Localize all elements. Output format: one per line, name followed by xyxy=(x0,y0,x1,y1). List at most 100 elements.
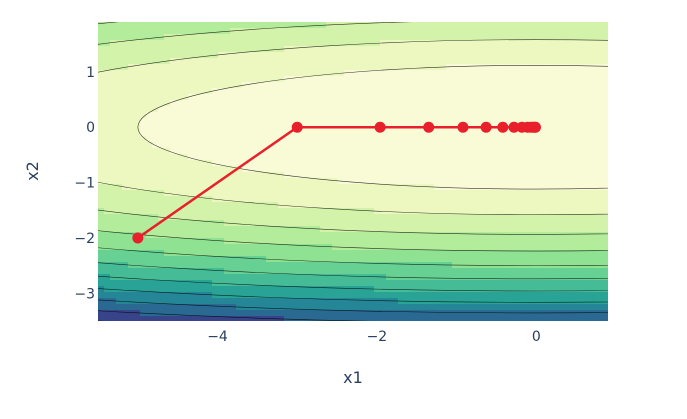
contour-cell xyxy=(374,184,381,191)
contour-cell xyxy=(506,184,513,191)
contour-cell xyxy=(464,226,471,233)
contour-cell xyxy=(314,298,321,305)
contour-cell xyxy=(482,226,489,233)
contour-cell xyxy=(224,226,231,233)
contour-cell xyxy=(182,64,189,71)
contour-cell xyxy=(188,250,195,257)
contour-cell xyxy=(104,58,111,65)
contour-cell xyxy=(470,172,477,179)
contour-cell xyxy=(284,244,291,251)
contour-cell xyxy=(146,112,153,119)
contour-cell xyxy=(464,196,471,203)
contour-cell xyxy=(356,100,363,107)
contour-cell xyxy=(332,130,339,137)
contour-cell xyxy=(260,196,267,203)
contour-cell xyxy=(218,124,225,131)
contour-cell xyxy=(458,142,465,149)
contour-cell xyxy=(578,28,585,35)
contour-cell xyxy=(206,88,213,95)
contour-cell xyxy=(302,250,309,257)
contour-cell xyxy=(410,52,417,59)
contour-cell xyxy=(344,82,351,89)
contour-cell xyxy=(194,52,201,59)
contour-cell xyxy=(176,208,183,215)
contour-cell xyxy=(362,244,369,251)
contour-cell xyxy=(350,58,357,65)
contour-cell xyxy=(302,208,309,215)
contour-cell xyxy=(596,112,603,119)
contour-cell xyxy=(158,136,165,143)
contour-cell xyxy=(194,298,201,305)
contour-cell xyxy=(554,304,561,311)
contour-cell xyxy=(530,88,537,95)
contour-cell xyxy=(284,220,291,227)
contour-cell xyxy=(212,178,219,185)
contour-cell xyxy=(500,58,507,65)
contour-cell xyxy=(500,184,507,191)
contour-cell xyxy=(314,256,321,263)
contour-cell xyxy=(470,58,477,65)
contour-cell xyxy=(386,130,393,137)
contour-cell xyxy=(158,160,165,167)
contour-cell xyxy=(284,292,291,299)
contour-cell xyxy=(110,40,117,47)
contour-cell xyxy=(590,154,597,161)
contour-cell xyxy=(344,148,351,155)
contour-cell xyxy=(290,310,297,317)
contour-cell xyxy=(512,292,519,299)
contour-cell xyxy=(146,214,153,221)
contour-cell xyxy=(332,136,339,143)
contour-cell xyxy=(536,22,543,29)
contour-cell xyxy=(266,88,273,95)
contour-cell xyxy=(278,160,285,167)
contour-cell xyxy=(584,70,591,77)
contour-line xyxy=(137,65,608,190)
contour-cell xyxy=(254,184,261,191)
contour-cell xyxy=(584,172,591,179)
contour-cell xyxy=(518,118,525,125)
contour-cell xyxy=(452,196,459,203)
contour-cell xyxy=(212,40,219,47)
contour-cell xyxy=(320,178,327,185)
contour-cell xyxy=(326,292,333,299)
contour-cell xyxy=(272,304,279,311)
contour-cell xyxy=(452,172,459,179)
contour-cell xyxy=(332,70,339,77)
contour-cell xyxy=(188,238,195,245)
contour-cell xyxy=(236,76,243,83)
contour-cell xyxy=(578,58,585,65)
contour-cell xyxy=(500,268,507,275)
contour-cell xyxy=(344,310,351,317)
contour-cell xyxy=(308,136,315,143)
contour-cell xyxy=(596,70,603,77)
contour-cell xyxy=(224,100,231,107)
contour-cell xyxy=(278,142,285,149)
contour-cell xyxy=(362,64,369,71)
contour-cell xyxy=(116,142,123,149)
contour-cell xyxy=(404,172,411,179)
contour-cell xyxy=(548,274,555,281)
contour-cell xyxy=(200,22,207,29)
contour-cell xyxy=(374,112,381,119)
contour-cell xyxy=(506,40,513,47)
contour-cell xyxy=(344,214,351,221)
contour-cell xyxy=(494,226,501,233)
contour-cell xyxy=(338,34,345,41)
contour-cell xyxy=(386,220,393,227)
contour-cell xyxy=(518,286,525,293)
contour-cell xyxy=(524,178,531,185)
contour-cell xyxy=(518,232,525,239)
contour-cell xyxy=(338,76,345,83)
contour-cell xyxy=(104,100,111,107)
contour-cell xyxy=(362,52,369,59)
contour-cell xyxy=(296,214,303,221)
contour-cell xyxy=(554,160,561,167)
contour-cell xyxy=(560,118,567,125)
contour-cell xyxy=(602,304,608,311)
contour-cell xyxy=(434,178,441,185)
contour-cell xyxy=(164,64,171,71)
contour-cell xyxy=(554,178,561,185)
contour-cell xyxy=(332,178,339,185)
contour-cell xyxy=(266,118,273,125)
contour-cell xyxy=(602,136,608,143)
